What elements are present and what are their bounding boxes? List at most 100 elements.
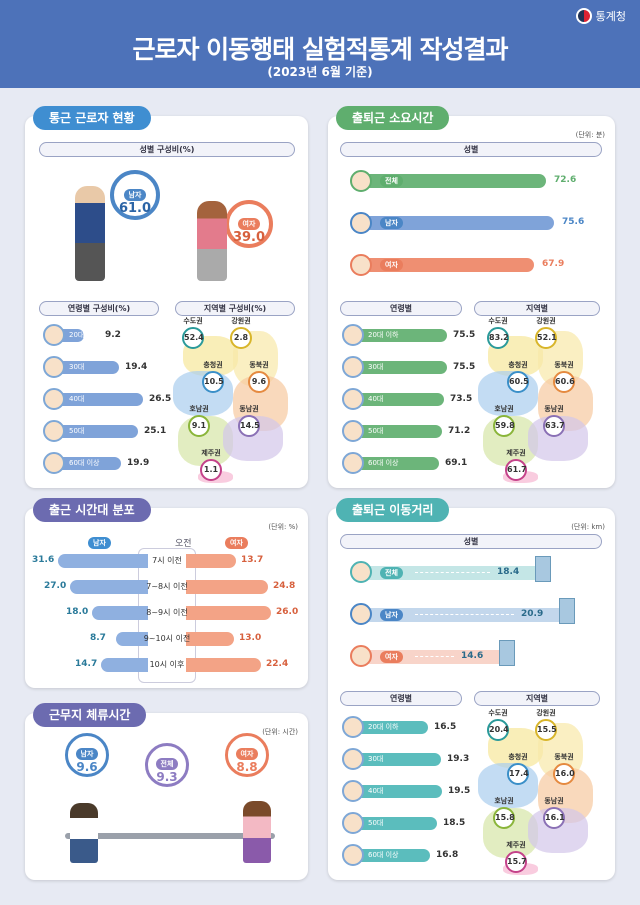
region-value: 9.6: [248, 371, 270, 393]
stay-time-card: 근무지 체류시간 (단위: 시간) 남자 9.6 전체 9.3 여자 8.8: [25, 703, 308, 880]
avatar-icon: [350, 170, 372, 192]
male-label: 남자: [88, 537, 111, 549]
region-name: 동남권: [544, 405, 564, 413]
bar-1: 30대: [352, 361, 447, 374]
avatar-icon: [342, 452, 364, 474]
region-value: 15.7: [505, 851, 527, 873]
value-label: 75.6: [562, 217, 585, 227]
value-label: 20.9: [521, 609, 544, 619]
region-marker: 충청권 17.4: [498, 752, 538, 785]
region-marker: 동북권 9.6: [239, 360, 279, 393]
value-label: 16.5: [434, 722, 457, 732]
region-value: 10.5: [202, 371, 224, 393]
desk-illustration: [65, 833, 275, 839]
avatar-icon: [350, 603, 372, 625]
male-bar-1: [70, 580, 148, 594]
region-value: 59.8: [493, 415, 515, 437]
region-value: 9.1: [188, 415, 210, 437]
region-marker: 호남권 59.8: [484, 404, 524, 437]
region-name: 호남권: [494, 797, 514, 805]
region-marker: 동북권 60.6: [544, 360, 584, 393]
age-row: 60대 이상 16.8: [342, 844, 467, 866]
region-marker: 호남권 15.8: [484, 796, 524, 829]
section-tab: 근무지 체류시간: [33, 703, 147, 727]
age-row: 50대 71.2: [342, 420, 470, 442]
region-value: 16.0: [553, 763, 575, 785]
male-bar-0: [58, 554, 148, 568]
region-marker: 동남권 16.1: [534, 796, 574, 829]
female-worker-illustration: [243, 801, 271, 863]
region-name: 동북권: [249, 361, 269, 369]
avatar-icon: [342, 324, 364, 346]
building-icon: [535, 556, 551, 582]
female-share-clock: 여자 39.0: [225, 200, 273, 248]
region-name: 동북권: [554, 753, 574, 761]
gender-pill: 성별: [340, 142, 602, 157]
female-value: 39.0: [232, 230, 266, 245]
region-pill: 지역별: [474, 301, 600, 316]
bar-0: [360, 566, 535, 580]
value-label: 18.4: [497, 567, 520, 577]
stay-clock: 여자 8.8: [225, 733, 269, 777]
region-pill: 지역별 구성비(%): [175, 301, 295, 316]
building-icon: [559, 598, 575, 624]
stay-value: 8.8: [236, 760, 258, 774]
start-time-chart: 31.6 13.7 7시 이전 27.0 24.8 7~8시 이전 18.0 26.0 8~9시…: [25, 552, 308, 682]
region-value: 16.1: [543, 807, 565, 829]
female-bar-3: [186, 632, 234, 646]
section-tab: 통근 근로자 현황: [33, 106, 151, 130]
avatar-icon: [342, 844, 364, 866]
age-row: 40대 26.5: [43, 388, 171, 410]
male-bar-4: [101, 658, 148, 672]
age-row: 60대 이상 69.1: [342, 452, 467, 474]
section-tab: 출근 시간대 분포: [33, 498, 151, 522]
region-marker: 강원권 2.8: [221, 316, 261, 349]
bar-3: 50대: [352, 425, 442, 438]
female-value: 13.7: [241, 555, 264, 565]
bar-1: [360, 216, 554, 230]
region-value: 2.8: [230, 327, 252, 349]
region-name: 동북권: [554, 361, 574, 369]
female-value: 13.0: [239, 633, 262, 643]
bar-0: [360, 174, 546, 188]
stay-label: 여자: [235, 748, 259, 760]
age-chart: 20대 이하 75.5 30대 75.5 40대 73.5 50대 71.2 60대 이상 69.…: [342, 324, 475, 484]
age-row: 20대 이하 16.5: [342, 716, 467, 738]
avatar-icon: [342, 780, 364, 802]
age-chart: 20대 이하 16.5 30대 19.3 40대 19.5 50대 18.5 60대 이상 16.…: [342, 716, 470, 876]
region-value: 15.8: [493, 807, 515, 829]
value-label: 67.9: [542, 259, 565, 269]
region-value: 60.6: [553, 371, 575, 393]
page-title: 근로자 이동행태 실험적통계 작성결과: [132, 35, 508, 64]
female-value: 24.8: [273, 581, 296, 591]
female-bar-1: [186, 580, 268, 594]
female-bar-4: [186, 658, 261, 672]
region-marker: 충청권 60.5: [498, 360, 538, 393]
value-label: 9.2: [105, 330, 121, 340]
distance-card: 출퇴근 이동거리 (단위: km) 성별 전체 18.4 남자 20.9 여자 14.6 …: [328, 498, 615, 880]
age-row: 40대 73.5: [342, 388, 472, 410]
region-marker: 제주권 15.7: [496, 840, 536, 873]
region-name: 동남권: [544, 797, 564, 805]
bar-2: 40대: [53, 393, 143, 406]
bar-4: 60대 이상: [53, 457, 121, 470]
avatar-icon: [342, 388, 364, 410]
region-marker: 제주권 61.7: [496, 448, 536, 481]
age-row: 60대 이상 19.9: [43, 452, 168, 474]
male-label: 남자: [123, 189, 147, 201]
region-map: 수도권 52.4 강원권 2.8 충청권 10.5 동북권 9.6 호남권 9.1 동남권 14.5 제…: [173, 316, 303, 486]
agency-name: 통계청: [595, 10, 626, 23]
section-tab: 출퇴근 소요시간: [336, 106, 450, 130]
male-worker-illustration: [75, 186, 105, 281]
value-label: 69.1: [445, 458, 468, 468]
age-row: 30대 19.3: [342, 748, 469, 770]
region-marker: 수도권 52.4: [173, 316, 213, 349]
value-label: 18.5: [443, 818, 466, 828]
age-row: 20대 이하 9.2: [43, 324, 168, 346]
female-label: 여자: [237, 218, 261, 230]
region-name: 충청권: [203, 361, 223, 369]
region-name: 강원권: [536, 317, 556, 325]
time-label: 8~9시 이전: [146, 608, 188, 617]
building-icon: [499, 640, 515, 666]
region-map: 수도권 20.4 강원권 15.5 충청권 17.4 동북권 16.0 호남권 15.8 동남권 16…: [478, 708, 608, 878]
